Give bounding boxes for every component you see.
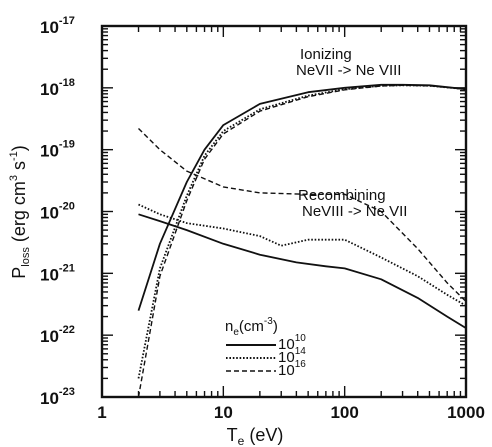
series-line-recombining-dotted: [138, 203, 467, 307]
annotation-recombining: Recombining NeVIII -> Ne VII: [298, 187, 407, 220]
annotation-ionizing: Ionizing NeVII -> Ne VIII: [296, 46, 401, 79]
y-tick-label: 10-19: [40, 139, 75, 161]
tick-labels: 1 10 100 1000 10-23 10-22 10-21 10-20 10-19 10-18…: [40, 15, 485, 422]
y-tick-label: 10-22: [40, 324, 75, 346]
x-tick-label: 1000: [447, 403, 485, 422]
series-line-recombining-solid: [138, 213, 467, 329]
y-axis-label: Ploss (erg cm3 s-1): [8, 145, 32, 279]
annotation-recombining-line1: Recombining: [298, 187, 386, 204]
x-tick-label: 10: [214, 403, 233, 422]
y-tick-label: 10-18: [40, 77, 75, 99]
legend: ne(cm-3) 1010 1014 1016: [225, 316, 306, 379]
annotation-ionizing-line2: NeVII -> Ne VIII: [296, 62, 401, 79]
y-tick-label: 10-23: [40, 386, 75, 408]
x-axis-label: Te (eV): [227, 425, 284, 447]
plot-frame: [100, 24, 468, 399]
x-tick-label: 1: [97, 403, 106, 422]
y-tick-label: 10-21: [40, 262, 75, 284]
legend-label-1e16: 1016: [278, 359, 306, 379]
annotation-recombining-line2: NeVIII -> Ne VII: [302, 203, 407, 220]
y-tick-label: 10-20: [40, 201, 75, 223]
legend-title: ne(cm-3): [225, 316, 278, 338]
legend-label-1e14: 1014: [278, 346, 306, 366]
series-group: [137, 83, 467, 398]
x-tick-label: 100: [330, 403, 358, 422]
y-tick-label: 10-17: [40, 15, 75, 37]
series-line-ionizing-dashed: [137, 84, 467, 398]
legend-label-1e10: 1010: [278, 333, 306, 353]
annotation-ionizing-line1: Ionizing: [300, 46, 352, 63]
